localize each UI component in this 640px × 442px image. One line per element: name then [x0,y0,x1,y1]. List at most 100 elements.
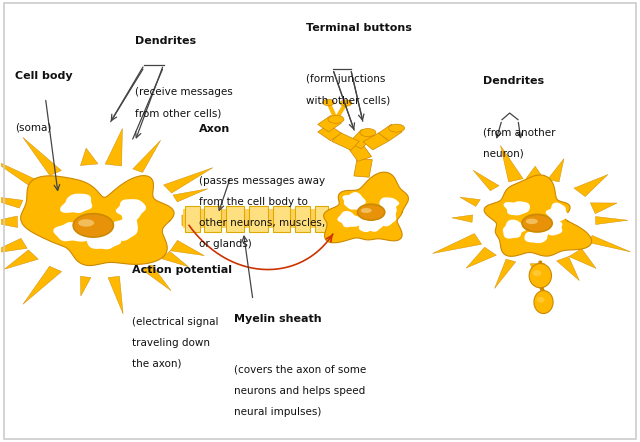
Polygon shape [182,209,330,229]
Polygon shape [23,266,61,304]
Polygon shape [359,218,378,232]
Polygon shape [337,211,363,227]
Polygon shape [380,197,399,213]
Ellipse shape [73,213,113,237]
Text: from other cells): from other cells) [135,109,221,118]
Polygon shape [116,199,146,223]
Text: neural impulses): neural impulses) [234,407,321,417]
Polygon shape [495,259,516,289]
Text: neuron): neuron) [483,148,524,158]
Text: Dendrites: Dendrites [135,36,196,46]
Polygon shape [105,129,122,166]
Polygon shape [4,250,38,269]
Polygon shape [557,256,579,281]
Polygon shape [0,238,27,254]
Text: from the cell body to: from the cell body to [198,197,308,207]
Polygon shape [294,206,310,232]
Ellipse shape [532,270,541,276]
Polygon shape [546,202,568,221]
Polygon shape [372,208,396,226]
Polygon shape [23,137,61,175]
Ellipse shape [388,124,404,132]
Polygon shape [0,216,17,228]
Polygon shape [173,189,207,202]
Ellipse shape [534,291,553,313]
Ellipse shape [525,219,538,224]
Polygon shape [108,276,123,314]
Polygon shape [185,206,200,232]
Polygon shape [342,192,362,210]
Text: Terminal buttons: Terminal buttons [306,23,412,33]
Polygon shape [349,130,374,149]
Text: neurons and helps speed: neurons and helps speed [234,386,365,396]
Polygon shape [142,265,171,291]
Text: traveling down: traveling down [132,338,210,348]
Text: or glands): or glands) [198,239,252,249]
Polygon shape [500,145,523,182]
Text: Action potential: Action potential [132,265,232,275]
Polygon shape [81,276,91,296]
Text: (receive messages: (receive messages [135,88,232,97]
Text: other neurons, muscles,: other neurons, muscles, [198,218,325,228]
Polygon shape [503,220,527,239]
Polygon shape [86,228,121,249]
Polygon shape [0,194,23,208]
Ellipse shape [529,263,552,288]
Polygon shape [161,251,188,267]
Polygon shape [466,247,497,268]
Polygon shape [20,175,174,266]
Polygon shape [358,217,383,232]
Polygon shape [318,116,341,132]
Text: (from another: (from another [483,127,556,137]
Text: (electrical signal: (electrical signal [132,316,218,327]
Polygon shape [433,233,481,253]
Polygon shape [133,140,161,172]
Polygon shape [0,158,40,188]
Polygon shape [315,206,328,232]
Polygon shape [590,203,617,213]
Polygon shape [484,175,591,256]
Polygon shape [354,158,372,177]
Ellipse shape [357,204,385,220]
Ellipse shape [323,99,334,106]
Polygon shape [344,194,366,210]
Text: the axon): the axon) [132,359,181,369]
Polygon shape [109,216,138,241]
Polygon shape [588,236,630,252]
Polygon shape [376,205,396,221]
Polygon shape [569,248,596,268]
Polygon shape [541,217,563,236]
Polygon shape [596,217,628,225]
Polygon shape [530,263,545,281]
Ellipse shape [340,100,351,106]
Polygon shape [348,143,372,161]
Polygon shape [504,201,530,215]
Polygon shape [324,172,408,243]
Polygon shape [460,197,481,206]
Text: (passes messages away: (passes messages away [198,175,324,186]
Polygon shape [164,168,213,193]
Polygon shape [81,148,98,165]
Polygon shape [526,166,544,179]
Polygon shape [227,206,244,232]
Polygon shape [524,225,549,243]
Ellipse shape [537,297,545,303]
Text: (soma): (soma) [15,123,51,133]
Polygon shape [548,159,564,182]
Polygon shape [452,215,473,222]
Polygon shape [363,133,388,150]
Text: (form junctions: (form junctions [306,74,385,84]
Polygon shape [574,175,608,197]
Polygon shape [60,194,92,213]
Text: Myelin sheath: Myelin sheath [234,313,321,324]
Text: Axon: Axon [198,124,230,134]
Polygon shape [53,222,91,242]
Text: (covers the axon of some: (covers the axon of some [234,365,366,375]
Text: Dendrites: Dendrites [483,76,544,86]
Polygon shape [250,206,268,232]
Polygon shape [170,240,204,255]
Ellipse shape [361,208,372,213]
Polygon shape [204,206,221,232]
Polygon shape [473,170,499,191]
Polygon shape [182,215,216,226]
